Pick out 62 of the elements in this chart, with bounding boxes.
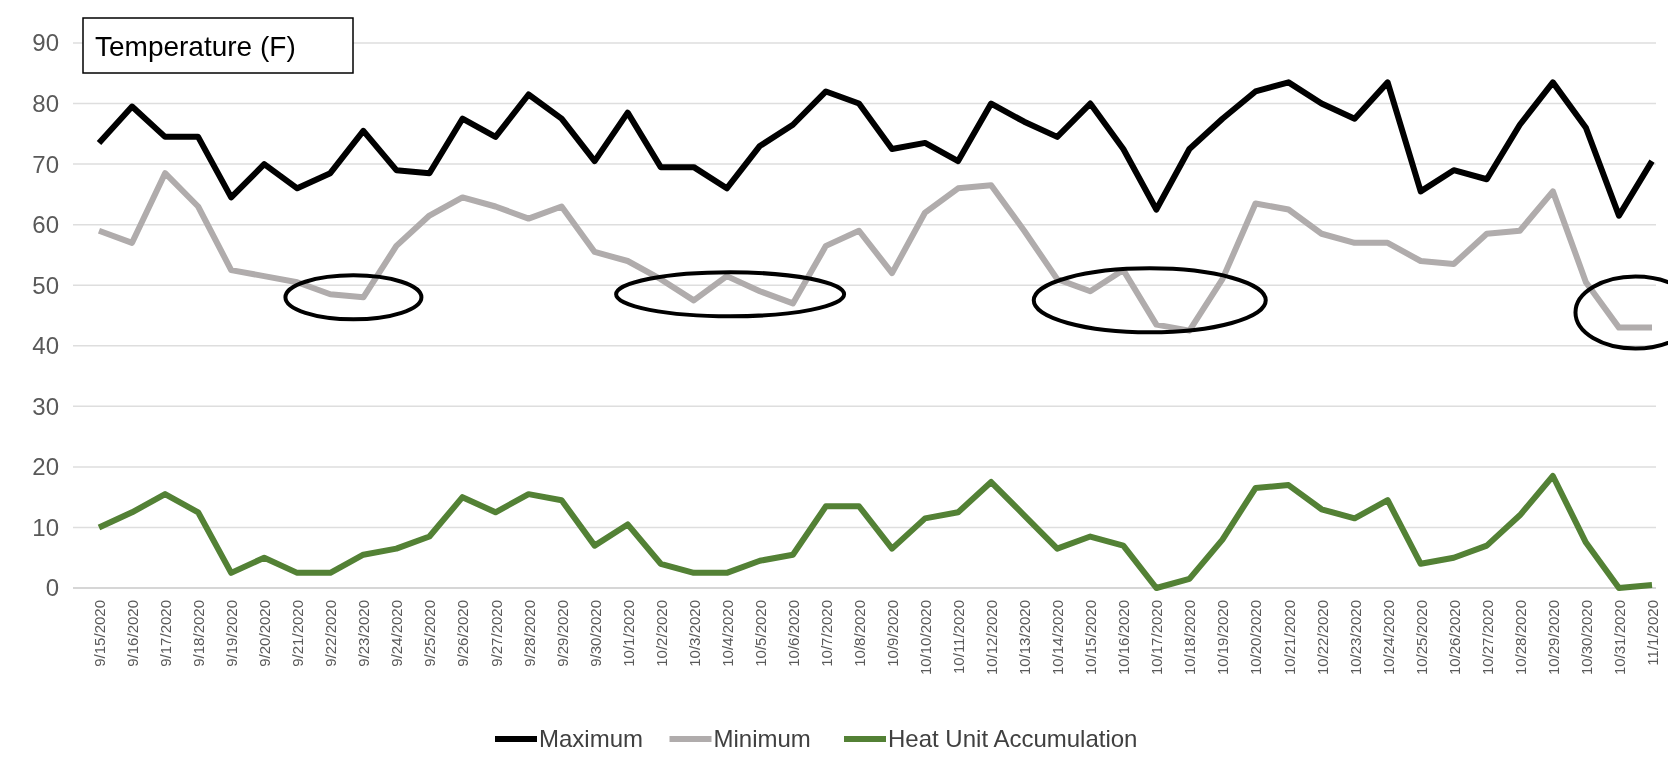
x-tick-label: 10/3/2020 (685, 600, 703, 667)
x-tick-label: 10/19/2020 (1214, 600, 1232, 676)
x-tick-label: 10/29/2020 (1544, 600, 1562, 676)
y-tick-label: 90 (32, 29, 59, 57)
x-tick-label: 9/17/2020 (157, 600, 175, 667)
x-tick-label: 10/4/2020 (718, 600, 736, 667)
x-tick-label: 9/22/2020 (322, 600, 340, 667)
y-tick-label: 30 (32, 392, 59, 420)
x-tick-label: 9/16/2020 (124, 600, 142, 667)
x-tick-label: 10/1/2020 (619, 600, 637, 667)
x-tick-label: 9/28/2020 (520, 600, 538, 667)
x-tick-label: 10/5/2020 (751, 600, 769, 667)
legend-label: Minimum (713, 725, 811, 753)
x-tick-label: 9/30/2020 (586, 600, 604, 667)
x-tick-label: 10/23/2020 (1346, 600, 1364, 676)
x-tick-label: 10/20/2020 (1247, 600, 1265, 676)
x-tick-label: 10/13/2020 (1016, 600, 1034, 676)
x-tick-label: 10/9/2020 (884, 600, 902, 667)
x-tick-label: 9/23/2020 (355, 600, 373, 667)
x-tick-label: 10/18/2020 (1181, 600, 1199, 676)
x-tick-label: 10/16/2020 (1115, 600, 1133, 676)
x-tick-label: 9/15/2020 (91, 600, 108, 667)
chart-title: Temperature (F) (95, 30, 296, 62)
x-tick-label: 9/29/2020 (553, 600, 571, 667)
x-tick-label: 10/12/2020 (983, 600, 1001, 676)
x-tick-label: 9/26/2020 (454, 600, 472, 667)
x-tick-label: 10/15/2020 (1082, 600, 1100, 676)
x-tick-label: 10/17/2020 (1148, 600, 1166, 676)
x-tick-label: 9/25/2020 (421, 600, 439, 667)
y-tick-label: 10 (32, 513, 59, 541)
legend-label: Heat Unit Accumulation (888, 725, 1138, 753)
x-tick-label: 9/20/2020 (256, 600, 274, 667)
x-tick-label: 9/18/2020 (190, 600, 208, 667)
x-tick-label: 10/8/2020 (850, 600, 868, 667)
x-tick-label: 10/28/2020 (1511, 600, 1529, 676)
x-tick-label: 10/10/2020 (917, 600, 935, 676)
x-tick-label: 10/14/2020 (1049, 600, 1067, 676)
x-tick-label: 10/30/2020 (1577, 600, 1595, 676)
x-tick-label: 10/31/2020 (1610, 600, 1628, 676)
x-tick-label: 10/25/2020 (1412, 600, 1430, 676)
x-tick-label: 9/19/2020 (223, 600, 241, 667)
x-tick-label: 10/26/2020 (1445, 600, 1463, 676)
y-tick-label: 40 (32, 332, 59, 360)
x-tick-label: 9/21/2020 (289, 600, 307, 667)
y-tick-label: 50 (32, 271, 59, 299)
y-tick-label: 80 (32, 89, 59, 117)
legend-label: Maximum (539, 725, 644, 753)
x-tick-label: 10/21/2020 (1280, 600, 1298, 676)
x-tick-label: 10/11/2020 (950, 600, 968, 674)
y-tick-label: 70 (32, 150, 59, 178)
x-tick-label: 9/24/2020 (388, 600, 406, 667)
x-tick-label: 10/24/2020 (1379, 600, 1397, 676)
y-tick-label: 0 (45, 574, 59, 602)
y-tick-label: 20 (32, 453, 59, 481)
x-tick-label: 10/22/2020 (1313, 600, 1331, 676)
x-tick-label: 10/27/2020 (1478, 600, 1496, 676)
y-tick-label: 60 (32, 211, 59, 239)
x-tick-label: 10/2/2020 (652, 600, 670, 667)
x-tick-label: 9/27/2020 (487, 600, 505, 667)
x-tick-label: 11/1/2020 (1644, 600, 1661, 666)
x-tick-label: 10/7/2020 (817, 600, 835, 667)
x-tick-label: 10/6/2020 (784, 600, 802, 667)
